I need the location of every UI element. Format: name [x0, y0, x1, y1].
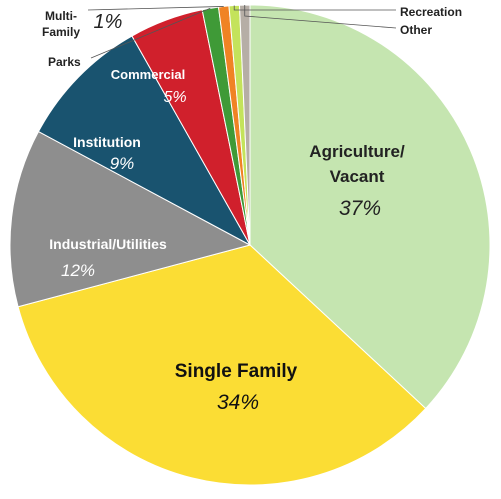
slice-label-multi: Multi-: [45, 9, 77, 23]
slice-label-comm: Commercial: [111, 67, 185, 82]
slice-label-parks: Parks: [48, 55, 81, 69]
slice-percent-agri: 37%: [339, 197, 381, 220]
leader-line-multi-family: [87, 6, 224, 11]
slice-percent-comm: 5%: [163, 89, 186, 106]
leader-lines: [87, 5, 397, 59]
slice-label-single: Single Family: [175, 361, 298, 382]
slice-percent-inst: 9%: [110, 154, 135, 173]
slice-percent-multi: 1%: [94, 11, 123, 33]
slice-label-other: Other: [400, 23, 432, 37]
slice-label-rec: Recreation: [400, 5, 462, 19]
slice-percent-single: 34%: [217, 391, 259, 414]
slice-percent-indus: 12%: [61, 261, 95, 280]
leader-line-recreation: [233, 5, 396, 11]
slice-labels: Agriculture/Vacant 37% Single Family 34% Ind…: [42, 5, 462, 414]
pie-slice-single: [17, 244, 427, 486]
slice-label-inst: Institution: [73, 134, 141, 150]
slice-label-agri: Vacant: [330, 167, 385, 186]
leader-line-parks: [90, 7, 211, 59]
pie-slice-agri: [249, 4, 491, 410]
pie-slice-indus: [9, 130, 252, 308]
pie-slices: [9, 4, 491, 486]
slice-label-indus: Industrial/Utilities: [49, 236, 167, 252]
slice-label-agri: Agriculture/: [309, 142, 405, 161]
slice-label-multi: Family: [42, 25, 80, 39]
pie-slice-inst: [37, 35, 252, 247]
leader-line-other: [244, 5, 397, 29]
